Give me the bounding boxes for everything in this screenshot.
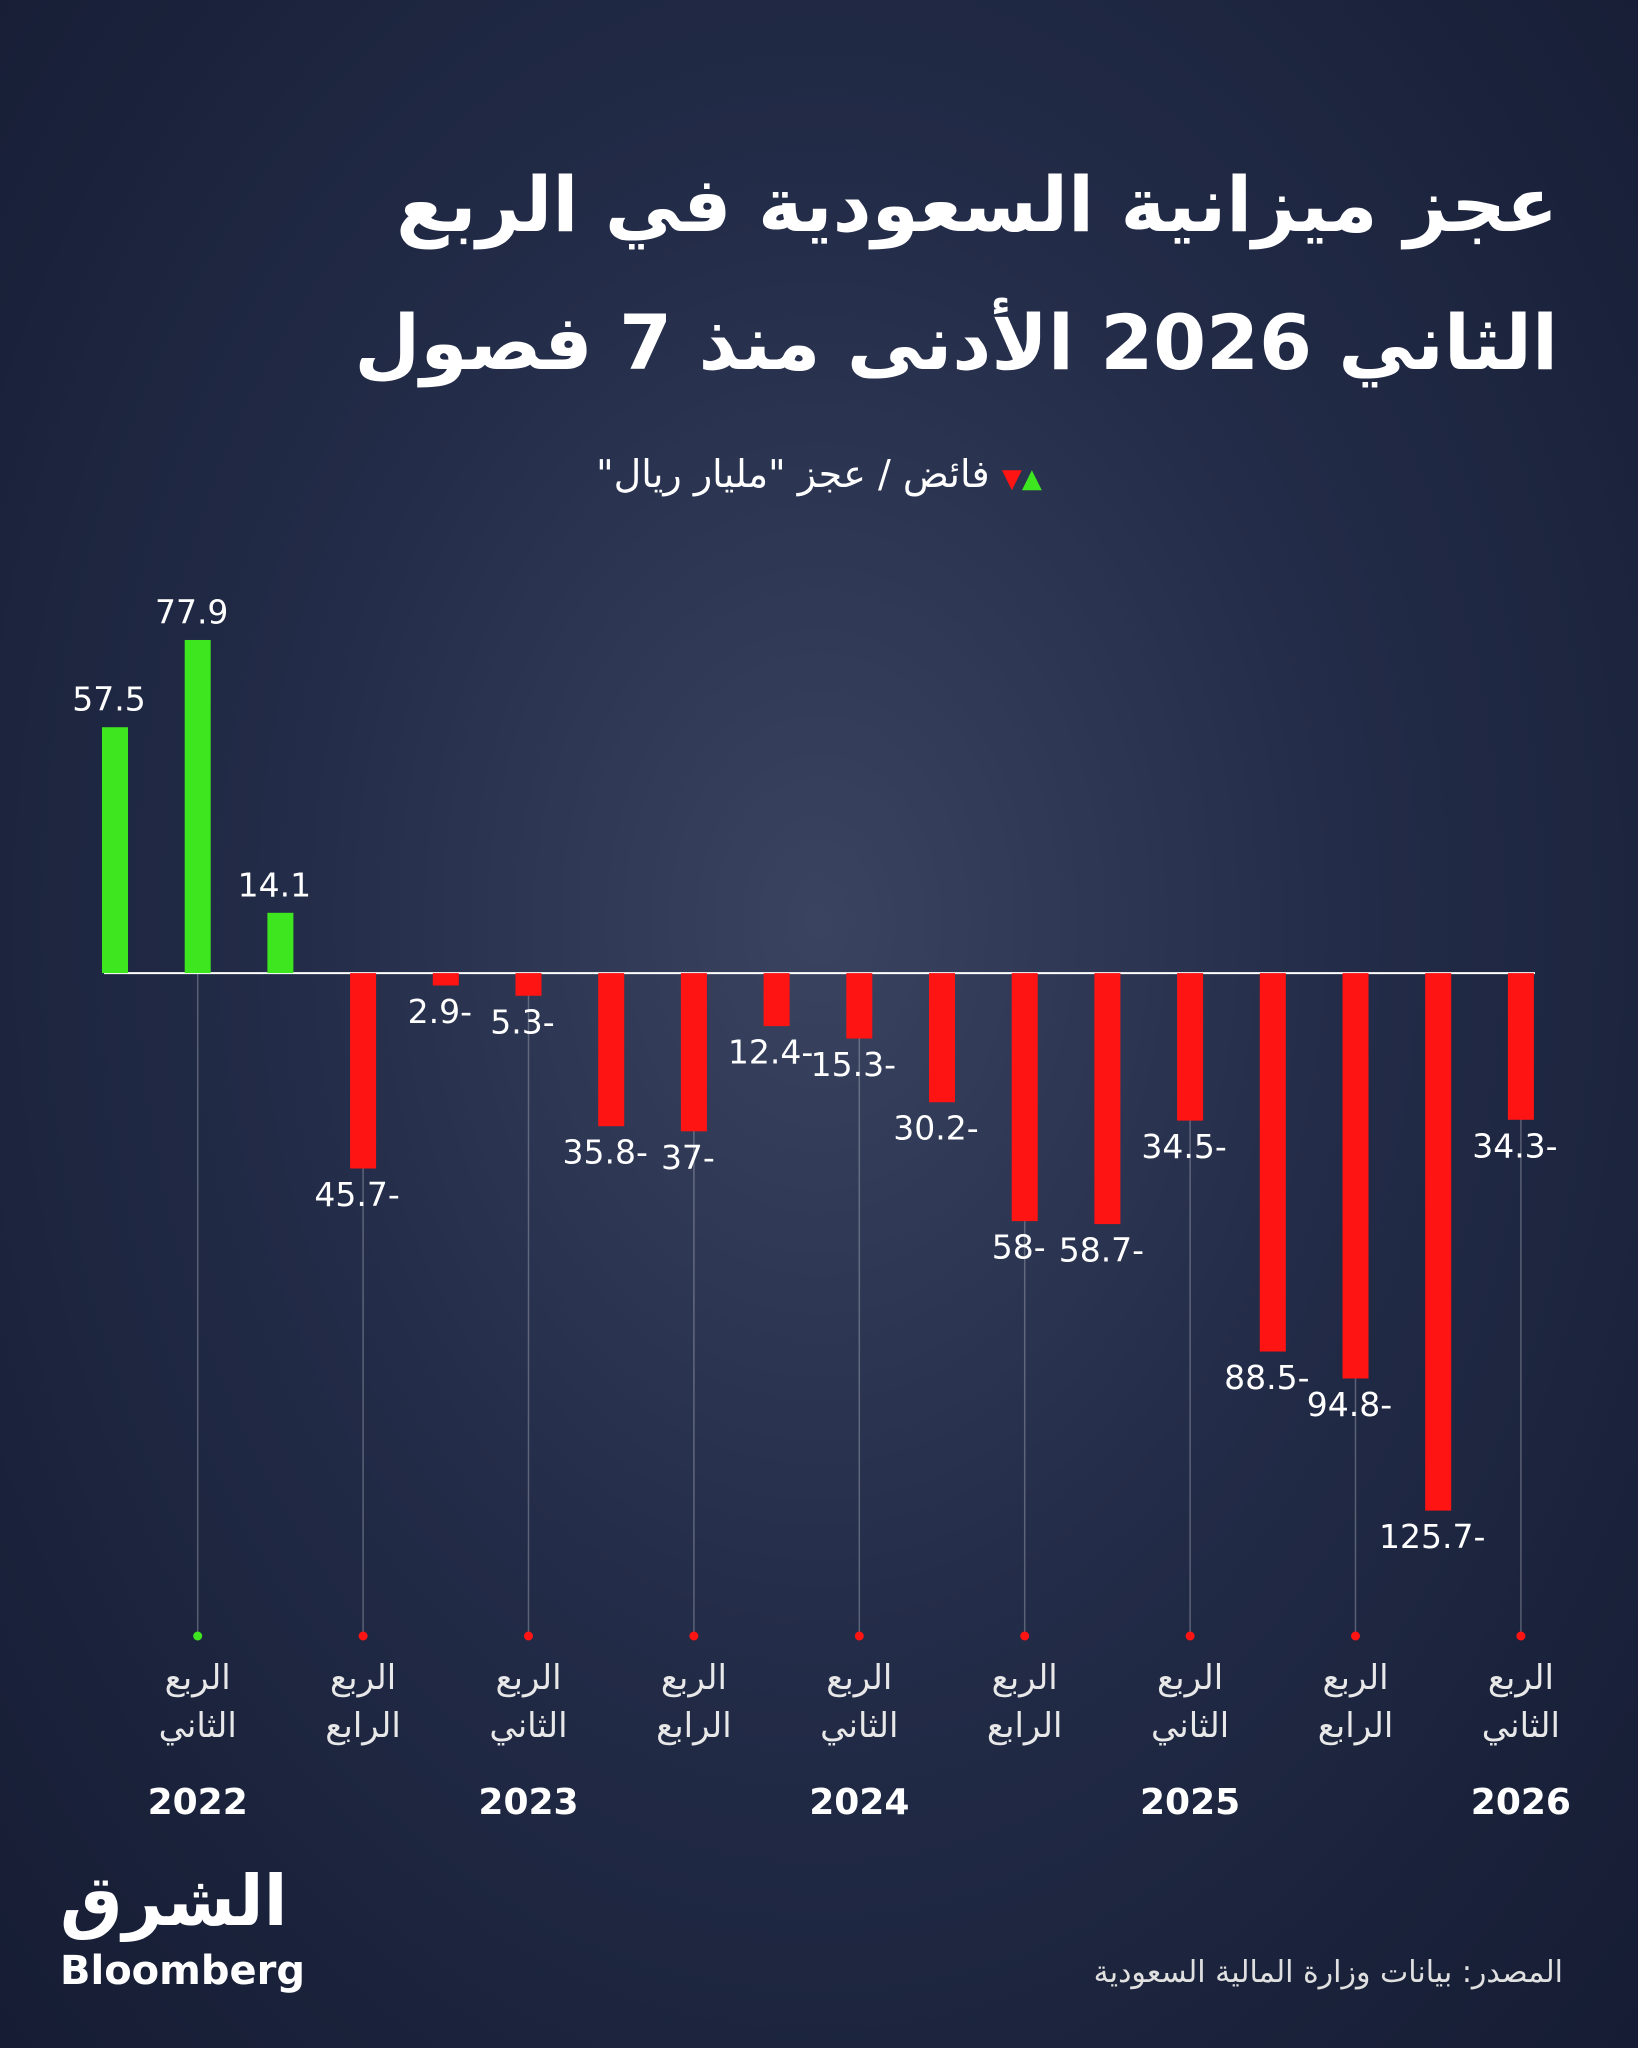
value-label: 94.8- xyxy=(1307,1385,1392,1424)
year-label: 2024 xyxy=(809,1782,910,1823)
category-dot xyxy=(1516,1631,1526,1641)
legend: ▲▼ فائض / عجز "مليار ريال" xyxy=(596,452,1042,496)
value-label: 30.2- xyxy=(893,1109,978,1148)
bar xyxy=(267,912,294,974)
value-label: 58.7- xyxy=(1059,1231,1144,1270)
category-dot xyxy=(1185,1631,1195,1641)
bar xyxy=(184,639,211,974)
source: المصدر: بيانات وزارة المالية السعودية xyxy=(1093,1955,1563,1990)
x-tick-label: الربع الرابع xyxy=(656,1658,732,1746)
title-line: عجز ميزانية السعودية في الربع xyxy=(396,160,1558,249)
x-tick-label: الربع الرابع xyxy=(1317,1658,1394,1746)
value-label: 45.7- xyxy=(314,1175,399,1214)
bar xyxy=(350,973,377,1169)
value-label: 34.5- xyxy=(1141,1127,1226,1166)
category-dot xyxy=(193,1631,203,1641)
bar xyxy=(1425,973,1452,1511)
x-tick-label: الربع الثاني xyxy=(1150,1658,1230,1746)
bar xyxy=(1507,973,1534,1120)
value-label: 5.3- xyxy=(490,1002,554,1041)
category-dot xyxy=(854,1631,864,1641)
x-tick-label: الربع الثاني xyxy=(820,1658,899,1746)
category-dot xyxy=(358,1631,368,1641)
bar xyxy=(598,973,625,1127)
year-label: 2023 xyxy=(478,1782,579,1823)
x-tick-label: الربع الثاني xyxy=(1481,1658,1560,1746)
category-dot xyxy=(524,1631,533,1641)
value-label: 12.4- xyxy=(728,1033,813,1072)
value-label: 57.5 xyxy=(72,680,145,719)
year-label: 2026 xyxy=(1470,1782,1571,1823)
value-label: 125.7- xyxy=(1379,1517,1485,1556)
bar xyxy=(1011,973,1038,1222)
category-dot xyxy=(689,1631,699,1641)
bar xyxy=(102,727,128,974)
bar xyxy=(1342,973,1369,1379)
bar xyxy=(432,973,459,986)
value-label: 88.5- xyxy=(1224,1358,1309,1397)
bar xyxy=(763,973,790,1027)
bar xyxy=(680,973,707,1132)
x-tick-label: الربع الثاني xyxy=(158,1658,237,1746)
value-label: 77.9 xyxy=(155,592,228,631)
x-tick-label: الربع الرابع xyxy=(986,1658,1063,1746)
year-label: 2025 xyxy=(1139,1782,1241,1823)
value-label: 14.1 xyxy=(238,865,311,904)
category-dot xyxy=(1351,1631,1360,1641)
value-label: 2.9- xyxy=(408,992,472,1031)
brand-english: Bloomberg xyxy=(60,1948,305,1994)
x-tick-label: الربع الرابع xyxy=(325,1658,401,1746)
category-dot xyxy=(1020,1631,1030,1641)
bar xyxy=(1177,973,1204,1121)
legend-text: فائض / عجز "مليار ريال" xyxy=(596,452,990,496)
x-tick-label: الربع الثاني xyxy=(489,1658,568,1746)
bar xyxy=(515,973,542,996)
bar xyxy=(1094,973,1121,1225)
value-label: 37- xyxy=(661,1138,715,1177)
value-label: 58- xyxy=(992,1228,1046,1267)
title-line: الثاني 2026 الأدنى منذ 7 فصول xyxy=(354,298,1558,387)
value-label: 35.8- xyxy=(563,1133,648,1172)
value-label: 34.3- xyxy=(1472,1126,1557,1165)
bar xyxy=(929,973,955,1103)
year-label: 2022 xyxy=(147,1782,248,1823)
bar xyxy=(1259,973,1286,1352)
brand-arabic: الشرق xyxy=(60,1860,288,1942)
bar xyxy=(846,973,873,1039)
value-label: 15.3- xyxy=(811,1045,896,1084)
